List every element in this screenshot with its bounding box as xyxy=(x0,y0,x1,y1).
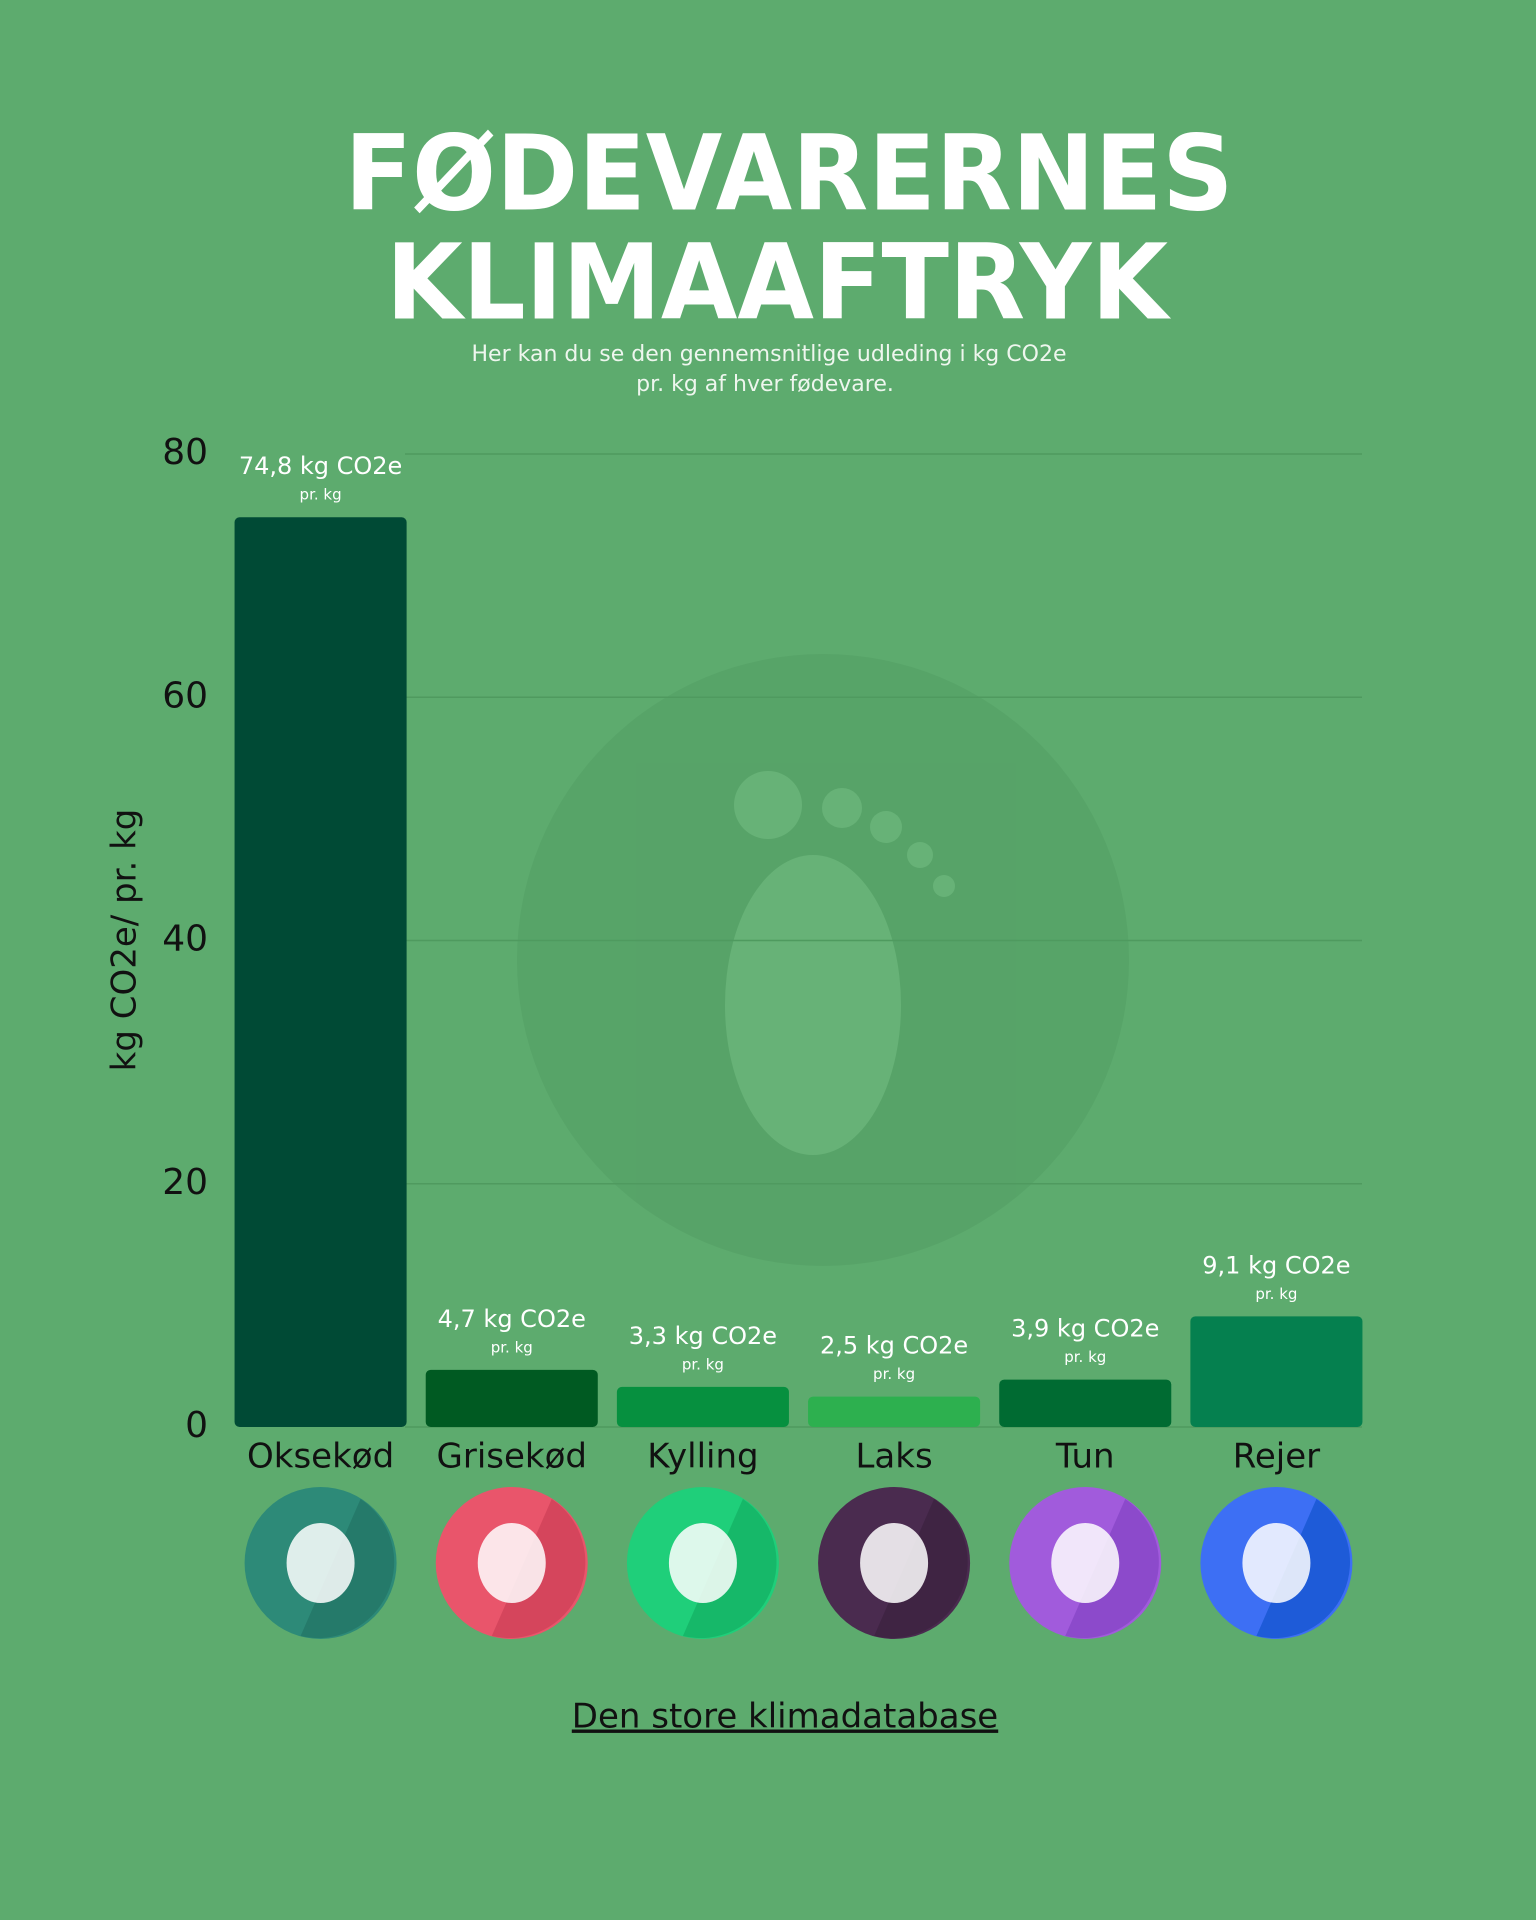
y-tick-label: 20 xyxy=(162,1162,208,1203)
x-tick-label: Rejer xyxy=(1233,1437,1320,1477)
y-tick-label: 80 xyxy=(162,432,208,473)
icon-figure xyxy=(286,1523,355,1603)
food-icon xyxy=(1009,1487,1162,1639)
title-line: FØDEVARERNES xyxy=(345,112,1234,234)
icon-figure xyxy=(668,1523,737,1603)
toe xyxy=(933,875,955,897)
y-tick-label: 40 xyxy=(162,919,208,960)
source-link[interactable]: Den store klimadatabase xyxy=(572,1697,998,1737)
toe xyxy=(822,788,862,828)
icon-figure xyxy=(860,1523,929,1603)
food-icon xyxy=(1200,1487,1353,1639)
value-note: pr. kg xyxy=(873,1365,915,1383)
bar xyxy=(234,517,407,1427)
x-tick-label: Grisekød xyxy=(437,1437,587,1477)
value-note: pr. kg xyxy=(300,486,342,504)
y-tick-label: 0 xyxy=(185,1405,208,1446)
subtitle-line: Her kan du se den gennemsnitlige udledin… xyxy=(472,342,1067,367)
icon-figure xyxy=(1051,1523,1120,1603)
bar xyxy=(425,1369,598,1427)
x-tick-label: Kylling xyxy=(647,1437,758,1477)
toe xyxy=(870,811,902,843)
value-label: 2,5 kg CO2e xyxy=(820,1332,968,1360)
bar xyxy=(808,1396,981,1427)
icon-figure xyxy=(1242,1523,1311,1603)
title-line: KLIMAAFTRYK xyxy=(386,221,1171,343)
x-tick-label: Oksekød xyxy=(247,1437,394,1477)
value-note: pr. kg xyxy=(1255,1285,1297,1303)
value-note: pr. kg xyxy=(1064,1348,1106,1366)
watermark xyxy=(517,654,1129,1266)
x-tick-label: Laks xyxy=(855,1437,932,1477)
footprint xyxy=(725,855,901,1155)
bar xyxy=(616,1386,789,1427)
food-icon xyxy=(244,1487,397,1639)
bar xyxy=(1190,1316,1363,1427)
bar xyxy=(999,1379,1172,1427)
value-label: 3,3 kg CO2e xyxy=(629,1322,777,1350)
value-label: 74,8 kg CO2e xyxy=(239,452,403,480)
globe xyxy=(517,654,1129,1266)
y-tick-label: 60 xyxy=(162,675,208,716)
toe xyxy=(907,842,933,868)
x-tick-label: Tun xyxy=(1055,1437,1115,1477)
food-icon xyxy=(818,1487,971,1639)
value-label: 3,9 kg CO2e xyxy=(1011,1315,1159,1343)
food-icon xyxy=(626,1487,779,1639)
value-label: 9,1 kg CO2e xyxy=(1202,1251,1350,1279)
value-note: pr. kg xyxy=(491,1338,533,1356)
y-axis-label: kg CO2e/ pr. kg xyxy=(105,809,145,1072)
toe xyxy=(734,771,802,839)
value-note: pr. kg xyxy=(682,1355,724,1373)
value-label: 4,7 kg CO2e xyxy=(438,1305,586,1333)
subtitle-line: pr. kg af hver fødevare. xyxy=(636,372,894,397)
food-icon xyxy=(435,1487,588,1639)
plot: 0 20 40 60 80 74,8 kg CO2e pr. kg Oksekød 4,7 kg… xyxy=(162,432,1363,1639)
icon-figure xyxy=(477,1523,546,1603)
